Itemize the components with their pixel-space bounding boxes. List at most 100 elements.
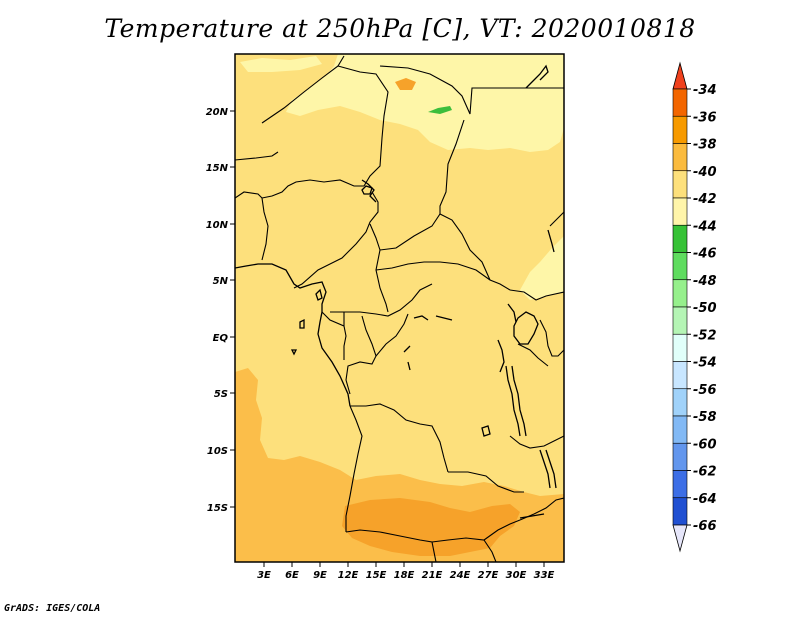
coastline-nigeria-niger-delta xyxy=(361,179,377,203)
colorbar-label: -62 xyxy=(693,465,717,480)
colorbar-segment xyxy=(672,306,688,335)
field-region-36-38-patch xyxy=(395,78,416,90)
lon-label-27e: 27E xyxy=(478,570,499,581)
border-path xyxy=(509,435,564,449)
colorbar: -34 -36 -38 -40 -42 -44 -46 -48 -50 -52 -54 -56 -58 -… xyxy=(672,61,717,553)
colorbar-label: -50 xyxy=(693,301,717,316)
border-path xyxy=(439,119,465,214)
lat-label-5n: 5N xyxy=(213,276,229,287)
border-path xyxy=(539,319,564,357)
border-path xyxy=(321,311,347,360)
footer-credit: GrADS: IGES/COLA xyxy=(4,603,101,614)
lon-ticks xyxy=(263,562,545,567)
field-region-42-44-east xyxy=(520,236,564,300)
lake-victoria xyxy=(513,311,539,345)
border-path xyxy=(448,471,524,493)
border-path xyxy=(293,191,379,289)
border-path xyxy=(235,191,269,261)
colorbar-segment xyxy=(672,442,688,471)
field-region-36-38-south xyxy=(342,498,520,556)
border-path xyxy=(483,539,497,562)
lon-label-3e: 3E xyxy=(257,570,271,581)
lon-label-33e: 33E xyxy=(534,570,555,581)
lon-label-6e: 6E xyxy=(285,570,299,581)
colorbar-segment xyxy=(672,143,688,172)
lon-label-21e: 21E xyxy=(422,570,443,581)
coastline-gulf-of-guinea-islands xyxy=(290,288,323,356)
lat-label-15n: 15N xyxy=(206,163,229,174)
lake-kariba xyxy=(519,513,545,519)
colorbar-label: -36 xyxy=(693,110,717,125)
lake-chad xyxy=(361,185,373,195)
colorbar-segment xyxy=(672,361,688,390)
colorbar-label: -38 xyxy=(693,138,717,153)
colorbar-label: -42 xyxy=(693,192,717,207)
lon-label-30e: 30E xyxy=(506,570,527,581)
border-path xyxy=(350,403,449,473)
colorbar-segment xyxy=(672,333,688,362)
border-path xyxy=(379,213,491,281)
colorbar-segment xyxy=(672,415,688,444)
border-path xyxy=(261,179,364,199)
border-path xyxy=(549,211,564,227)
lake-kivu xyxy=(497,339,505,373)
lat-ticks xyxy=(230,110,235,508)
lon-label-12e: 12E xyxy=(338,570,359,581)
colorbar-segment xyxy=(672,279,688,308)
colorbar-top-arrow xyxy=(672,61,688,90)
lake-edge-west xyxy=(403,345,411,371)
coastlines-and-lakes xyxy=(235,64,557,519)
chart-title: Temperature at 250hPa [C], VT: 202001081… xyxy=(104,14,696,43)
lake-malawi xyxy=(539,449,551,489)
colorbar-label: -56 xyxy=(693,383,717,398)
lat-label-10n: 10N xyxy=(206,220,229,231)
border-path xyxy=(261,55,345,124)
border-path xyxy=(509,289,564,301)
colorbar-label: -58 xyxy=(693,410,717,425)
lat-label-10s: 10S xyxy=(207,446,228,457)
colorbar-segment xyxy=(672,224,688,253)
lat-label-5s: 5S xyxy=(214,389,228,400)
colorbar-label: -48 xyxy=(693,274,717,289)
colorbar-segment xyxy=(672,497,688,526)
lake-mweru xyxy=(481,425,491,437)
lake-tana xyxy=(525,64,549,89)
border-path xyxy=(235,151,279,161)
border-path xyxy=(345,315,377,395)
lake-tanganyika xyxy=(505,365,521,437)
lon-label-15e: 15E xyxy=(366,570,387,581)
country-borders xyxy=(235,55,564,562)
field-region-44-46 xyxy=(428,106,452,114)
colorbar-label: -66 xyxy=(693,519,717,534)
lon-label-18e: 18E xyxy=(394,570,415,581)
lake-albert xyxy=(507,303,517,323)
colorbar-segment xyxy=(672,252,688,281)
lon-label-24e: 24E xyxy=(450,570,471,581)
colorbar-label: -44 xyxy=(693,219,717,234)
lat-label-eq: EQ xyxy=(213,333,229,344)
colorbar-label: -54 xyxy=(693,356,717,371)
border-path xyxy=(375,313,409,357)
colorbar-label: -40 xyxy=(693,165,717,180)
border-path xyxy=(379,65,564,115)
lat-labels: 20N 15N 10N 5N EQ 5S 10S 15S xyxy=(206,107,229,514)
colorbar-segment xyxy=(672,388,688,417)
colorbar-label: -34 xyxy=(693,83,717,98)
colorbar-segment xyxy=(672,470,688,499)
colorbar-segment xyxy=(672,115,688,144)
colorbar-segment xyxy=(672,88,688,117)
border-path xyxy=(345,405,363,532)
border-path xyxy=(375,261,511,291)
coastline-west-africa xyxy=(235,263,351,407)
colorbar-label: -64 xyxy=(693,492,717,507)
border-path xyxy=(337,65,389,187)
border-path xyxy=(517,343,549,367)
congo-river-segment xyxy=(413,315,453,321)
lon-labels: 3E 6E 9E 12E 15E 18E 21E 24E 27E 30E 33E xyxy=(257,570,554,581)
lon-label-9e: 9E xyxy=(313,570,327,581)
field-region-42-44-north xyxy=(286,54,564,152)
border-path xyxy=(330,283,433,317)
colorbar-label: -52 xyxy=(693,328,717,343)
lat-label-20n: 20N xyxy=(206,107,229,118)
